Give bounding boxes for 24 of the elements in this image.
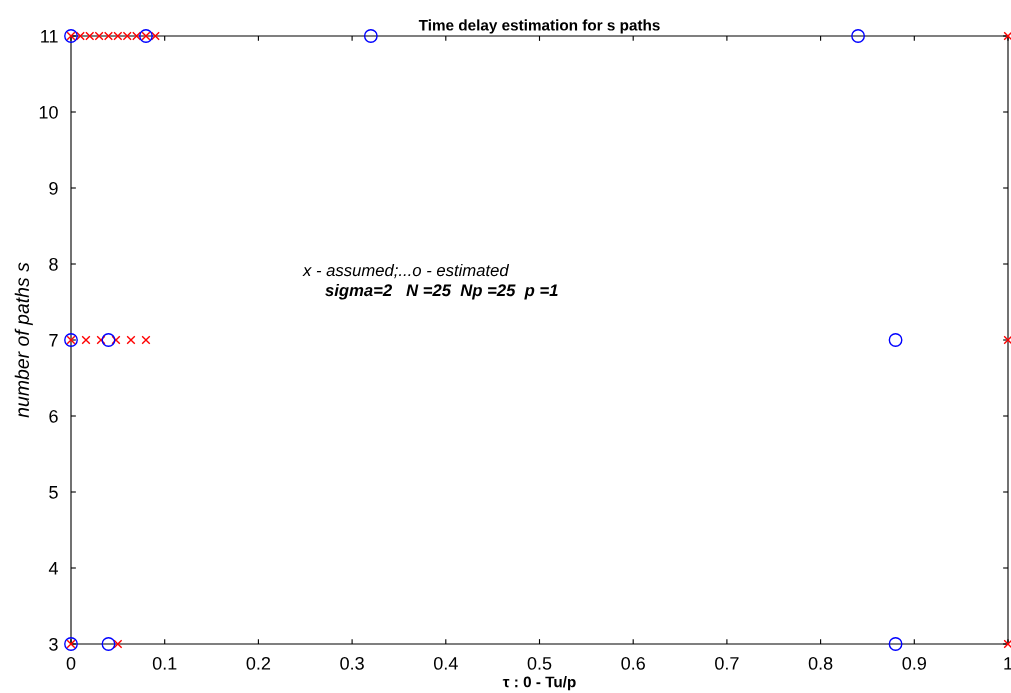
x-tick-label: 0.5: [527, 656, 552, 670]
y-tick-label: 8: [49, 257, 58, 271]
annotation: sigma=2 N =25 Np =25 p =1: [325, 283, 558, 300]
x-tick-label: 0.4: [433, 656, 458, 670]
x-tick-label: 0.9: [902, 656, 926, 670]
y-tick-label: 6: [49, 409, 58, 423]
y-tick-label: 5: [49, 486, 58, 499]
x-tick-label: 0: [66, 656, 76, 670]
x-tick-label: 0.1: [152, 656, 177, 670]
y-tick-label: 10: [39, 105, 58, 119]
annotation: x - assumed;...o - estimated: [302, 263, 510, 279]
x-tick-label: 0.6: [621, 656, 645, 670]
x-axis-title: τ : 0 - Tu/p: [502, 676, 576, 691]
y-tick-label: 11: [41, 30, 58, 43]
x-tick-label: 0.8: [808, 656, 833, 670]
y-tick-label: 9: [49, 181, 58, 195]
y-tick-label: 4: [48, 562, 58, 575]
y-axis-title: number of paths s: [14, 262, 33, 418]
x-tick-label: 0.7: [715, 656, 739, 670]
x-tick-label: 0.3: [340, 656, 364, 670]
y-tick-label: 3: [49, 637, 58, 651]
chart-title: Time delay estimation for s paths: [418, 19, 660, 34]
x-tick-label: 0.2: [246, 656, 271, 670]
y-tick-label: 7: [49, 334, 58, 347]
